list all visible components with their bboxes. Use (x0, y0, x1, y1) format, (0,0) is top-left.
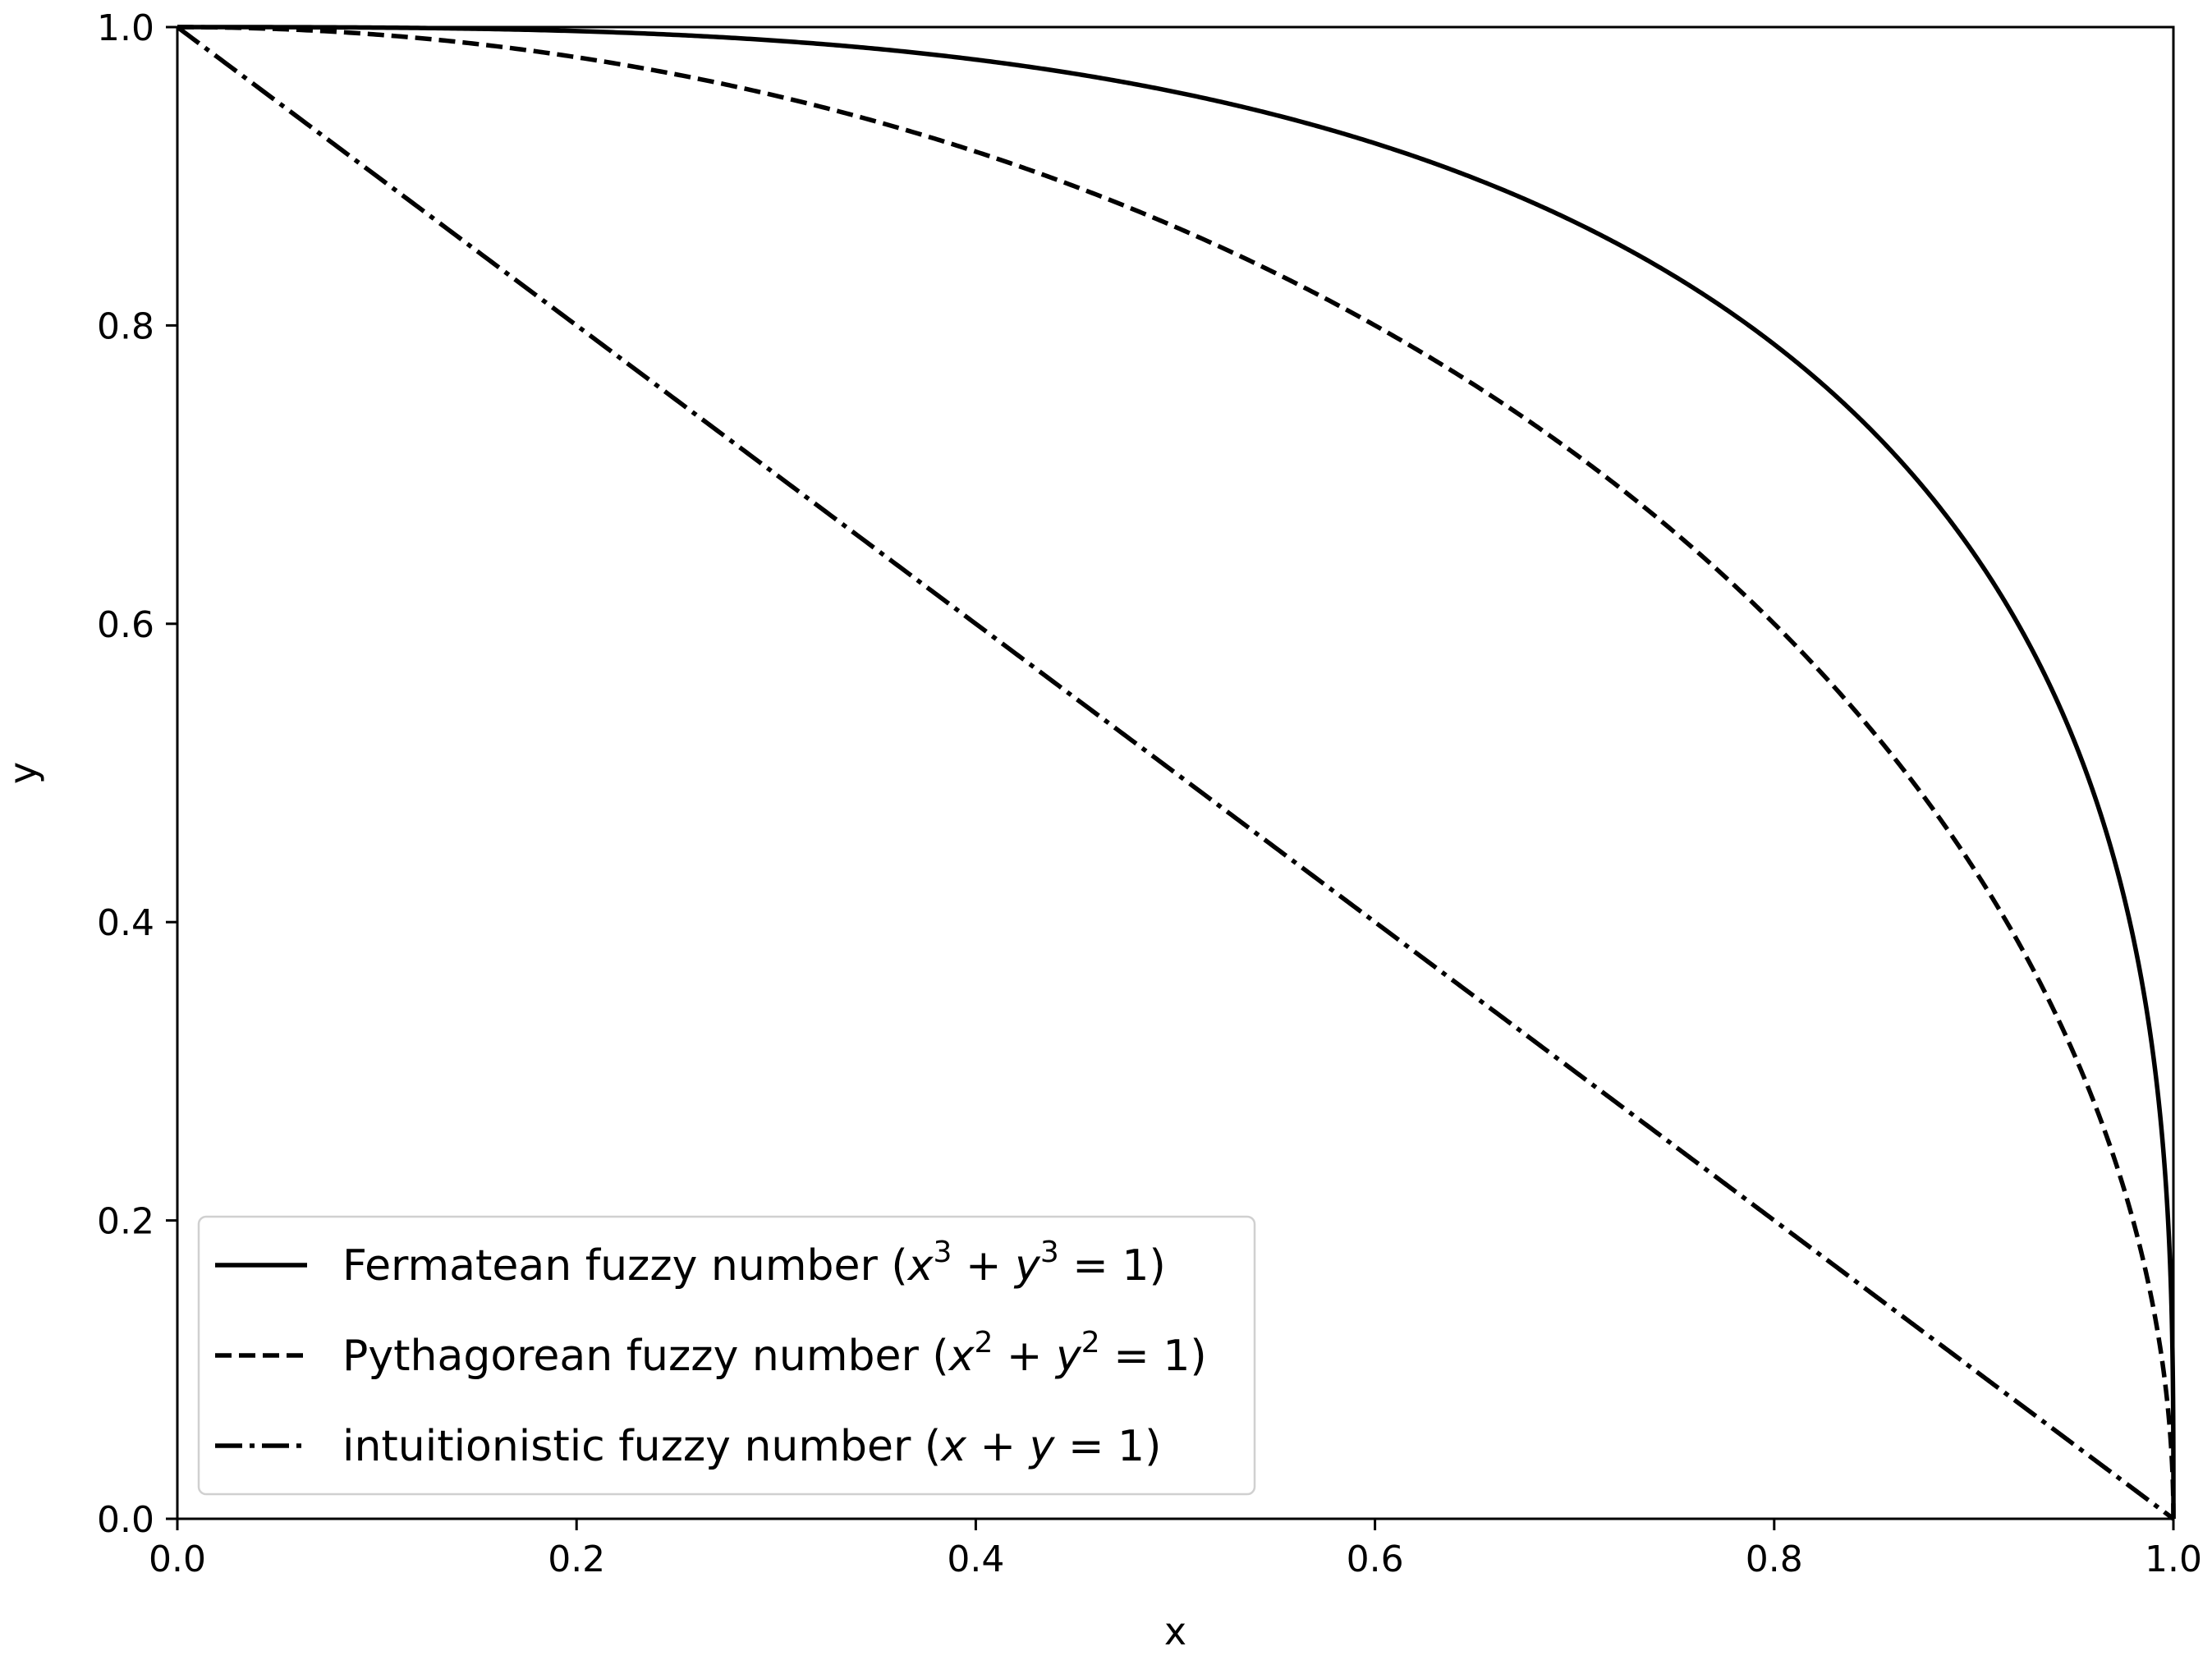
legend-series-name: intuitionistic fuzzy number (342, 1422, 911, 1471)
y-tick-label: 1.0 (97, 7, 154, 49)
axes-frame (176, 25, 2175, 1520)
legend-series-name: Pythagorean fuzzy number (342, 1332, 919, 1381)
x-tick-label: 0.8 (1746, 1538, 1803, 1580)
legend: Fermatean fuzzy number (x3 + y3 = 1) Pyt… (197, 1215, 1256, 1496)
x-tick-label: 0.2 (548, 1538, 605, 1580)
x-tick-label: 0.0 (149, 1538, 206, 1580)
series-line-1 (177, 25, 2176, 1520)
legend-entry-pythagorean: Pythagorean fuzzy number (x2 + y2 = 1) (215, 1326, 1207, 1381)
x-axis-label: x (1164, 1609, 1186, 1653)
y-tick-label: 0.2 (97, 1201, 154, 1243)
y-tick-label: 0.6 (97, 604, 154, 646)
legend-series-name: Fermatean fuzzy number (342, 1241, 879, 1291)
legend-label-fermatean: Fermatean fuzzy number (x3 + y3 = 1) (342, 1236, 1166, 1291)
y-tick-label: 0.0 (97, 1499, 154, 1541)
y-tick-label: 0.8 (97, 305, 154, 347)
legend-entry-intuitionistic: intuitionistic fuzzy number (x + y = 1) (215, 1422, 1161, 1471)
x-tick-label: 0.6 (1347, 1538, 1404, 1580)
series-line-2 (176, 25, 2176, 1521)
legend-label-intuitionistic: intuitionistic fuzzy number (x + y = 1) (342, 1422, 1161, 1471)
legend-entry-fermatean: Fermatean fuzzy number (x3 + y3 = 1) (215, 1236, 1166, 1291)
legend-label-pythagorean: Pythagorean fuzzy number (x2 + y2 = 1) (342, 1326, 1207, 1381)
y-axis-label: y (1, 762, 45, 784)
ticks-layer: 0.0 0.2 0.4 0.6 0.8 1.0 0.0 0.2 0.4 0.6 0.8 1.0 (97, 7, 2202, 1580)
x-tick-label: 0.4 (947, 1538, 1004, 1580)
x-tick-label: 1.0 (2145, 1538, 2202, 1580)
series-layer (176, 25, 2176, 1521)
series-line-0 (177, 25, 2176, 1519)
legend-box (197, 1215, 1256, 1496)
y-tick-label: 0.4 (97, 902, 154, 944)
